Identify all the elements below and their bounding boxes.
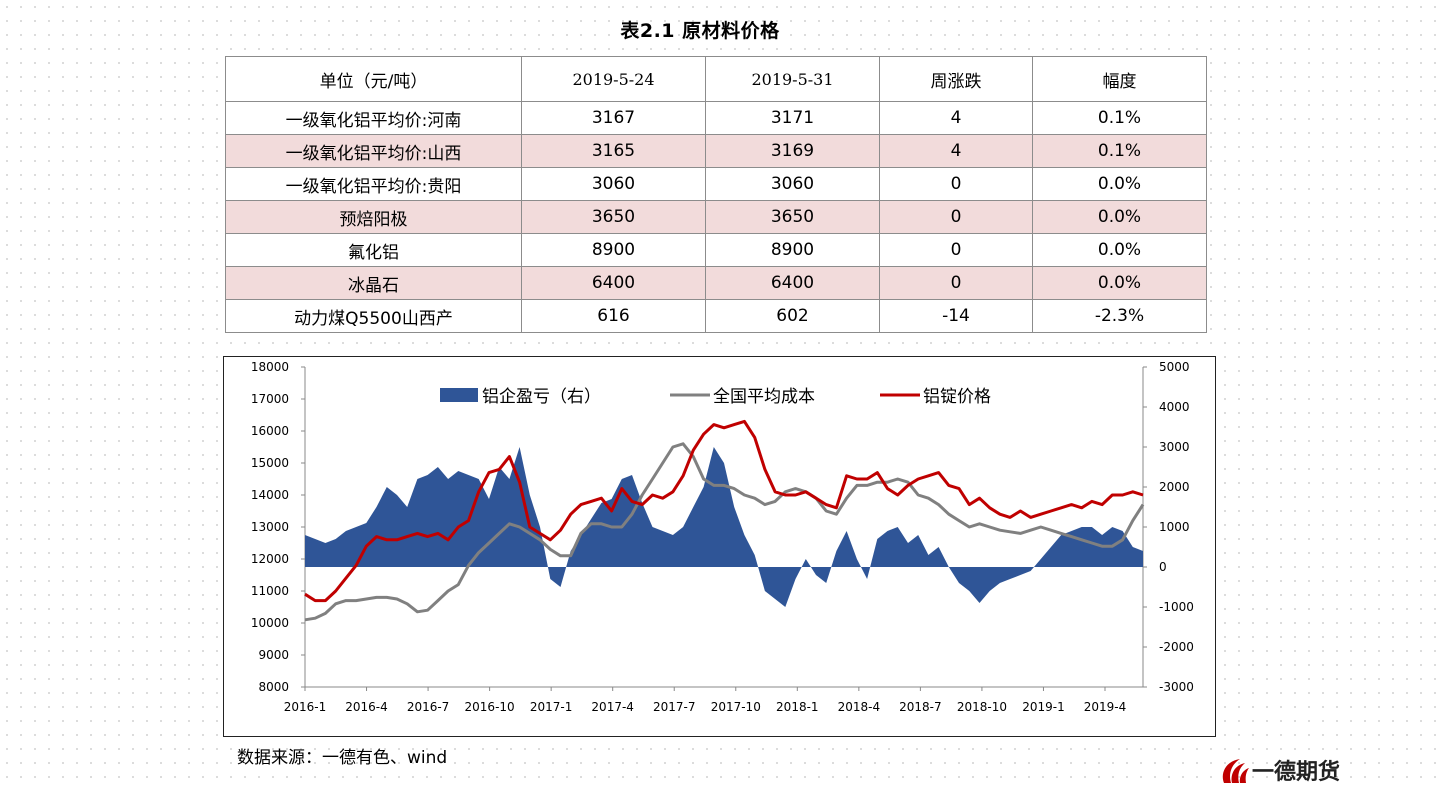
cell-price-2: 3060 bbox=[705, 167, 880, 201]
cell-price-2: 3171 bbox=[705, 101, 880, 135]
cell-price-1: 6400 bbox=[521, 266, 706, 300]
y-right-tick-label: -2000 bbox=[1159, 640, 1194, 654]
row-label: 氟化铝 bbox=[225, 233, 522, 267]
y-left-tick-label: 15000 bbox=[251, 456, 289, 470]
cell-pct: -2.3% bbox=[1032, 299, 1207, 333]
x-tick-label: 2018-10 bbox=[957, 700, 1007, 714]
chart-container: 18000 17000 16000 15000 14000 13000 12000 11000… bbox=[223, 356, 1216, 737]
x-tick-label: 2016-1 bbox=[284, 700, 327, 714]
cell-pct: 0.1% bbox=[1032, 134, 1207, 168]
row-label: 冰晶石 bbox=[225, 266, 522, 300]
logo-text: 一德期货 bbox=[1252, 759, 1340, 785]
y-left-tick-label: 17000 bbox=[251, 392, 289, 406]
header-weekly-change: 周涨跌 bbox=[879, 56, 1033, 102]
header-unit: 单位（元/吨） bbox=[225, 56, 522, 102]
profit-area-series bbox=[305, 447, 1143, 607]
cell-price-1: 8900 bbox=[521, 233, 706, 267]
row-label: 动力煤Q5500山西产 bbox=[225, 299, 522, 333]
cell-price-2: 6400 bbox=[705, 266, 880, 300]
table-header-row: 单位（元/吨） 2019-5-24 2019-5-31 周涨跌 幅度 bbox=[225, 56, 1207, 102]
x-tick-label: 2017-1 bbox=[530, 700, 573, 714]
cell-change: 0 bbox=[879, 200, 1033, 234]
source-note: 数据来源：一德有色、wind bbox=[237, 748, 448, 768]
legend-label: 铝锭价格 bbox=[923, 387, 991, 407]
y-left-tick-label: 16000 bbox=[251, 424, 289, 438]
cell-change: 0 bbox=[879, 167, 1033, 201]
row-label: 一级氧化铝平均价:河南 bbox=[225, 101, 522, 135]
cell-price-2: 3169 bbox=[705, 134, 880, 168]
x-tick-label: 2018-4 bbox=[838, 700, 881, 714]
chart-svg: 18000 17000 16000 15000 14000 13000 12000 11000… bbox=[251, 360, 1194, 714]
header-date-2: 2019-5-31 bbox=[705, 56, 880, 102]
table-title: 表2.1 原材料价格 bbox=[620, 20, 780, 42]
cell-change: 4 bbox=[879, 101, 1033, 135]
avg-cost-line-series bbox=[304, 442, 1145, 622]
cell-change: 0 bbox=[879, 266, 1033, 300]
y-left-tick-label: 14000 bbox=[251, 488, 289, 502]
cell-price-1: 3060 bbox=[521, 167, 706, 201]
table-row: 氟化铝 8900 8900 0 0.0% bbox=[225, 233, 1207, 267]
cell-price-2: 602 bbox=[705, 299, 880, 333]
row-label: 一级氧化铝平均价:贵阳 bbox=[225, 167, 522, 201]
cell-pct: 0.1% bbox=[1032, 101, 1207, 135]
table-row: 一级氧化铝平均价:山西 3165 3169 4 0.1% bbox=[225, 134, 1207, 168]
logo-mark bbox=[1222, 759, 1249, 783]
y-left-tick-label: 12000 bbox=[251, 552, 289, 566]
header-date-1: 2019-5-24 bbox=[521, 56, 706, 102]
company-logo: 一德期货 bbox=[1222, 759, 1340, 785]
cell-price-2: 8900 bbox=[705, 233, 880, 267]
cell-pct: 0.0% bbox=[1032, 266, 1207, 300]
x-tick-label: 2019-1 bbox=[1022, 700, 1065, 714]
legend-label: 全国平均成本 bbox=[713, 387, 815, 407]
y-left-tick-label: 8000 bbox=[258, 680, 289, 694]
table-row: 预焙阳极 3650 3650 0 0.0% bbox=[225, 200, 1207, 234]
y-right-tick-label: 4000 bbox=[1159, 400, 1190, 414]
table-row: 动力煤Q5500山西产 616 602 -14 -2.3% bbox=[225, 299, 1207, 333]
y-right-tick-label: 2000 bbox=[1159, 480, 1190, 494]
x-tick-label: 2017-7 bbox=[653, 700, 696, 714]
cell-price-1: 3167 bbox=[521, 101, 706, 135]
x-tick-label: 2017-10 bbox=[711, 700, 761, 714]
x-tick-label: 2018-7 bbox=[899, 700, 942, 714]
x-tick-label: 2016-4 bbox=[345, 700, 388, 714]
y-left-tick-label: 13000 bbox=[251, 520, 289, 534]
cell-change: 4 bbox=[879, 134, 1033, 168]
x-tick-label: 2019-4 bbox=[1084, 700, 1127, 714]
cell-price-1: 616 bbox=[521, 299, 706, 333]
y-right-tick-label: 1000 bbox=[1159, 520, 1190, 534]
y-right-tick-label: 3000 bbox=[1159, 440, 1190, 454]
table-row: 一级氧化铝平均价:贵阳 3060 3060 0 0.0% bbox=[225, 167, 1207, 201]
cell-change: 0 bbox=[879, 233, 1033, 267]
price-table: 单位（元/吨） 2019-5-24 2019-5-31 周涨跌 幅度 一级氧化铝… bbox=[225, 56, 1207, 333]
legend-label: 铝企盈亏（右） bbox=[482, 387, 601, 407]
cell-price-1: 3650 bbox=[521, 200, 706, 234]
y-left-tick-label: 11000 bbox=[251, 584, 289, 598]
y-left-tick-label: 18000 bbox=[251, 360, 289, 374]
row-label: 一级氧化铝平均价:山西 bbox=[225, 134, 522, 168]
y-right-tick-label: 5000 bbox=[1159, 360, 1190, 374]
row-label: 预焙阳极 bbox=[225, 200, 522, 234]
table-row: 一级氧化铝平均价:河南 3167 3171 4 0.1% bbox=[225, 101, 1207, 135]
x-tick-label: 2018-1 bbox=[776, 700, 819, 714]
legend-swatch bbox=[440, 388, 478, 402]
x-tick-label: 2017-4 bbox=[591, 700, 634, 714]
table-row: 冰晶石 6400 6400 0 0.0% bbox=[225, 266, 1207, 300]
cell-pct: 0.0% bbox=[1032, 200, 1207, 234]
cell-price-2: 3650 bbox=[705, 200, 880, 234]
cell-price-1: 3165 bbox=[521, 134, 706, 168]
y-left-tick-label: 9000 bbox=[258, 648, 289, 662]
x-tick-label: 2016-10 bbox=[465, 700, 515, 714]
y-right-tick-label: 0 bbox=[1159, 560, 1167, 574]
cell-pct: 0.0% bbox=[1032, 233, 1207, 267]
x-tick-label: 2016-7 bbox=[407, 700, 450, 714]
cell-change: -14 bbox=[879, 299, 1033, 333]
y-right-tick-label: -1000 bbox=[1159, 600, 1194, 614]
y-right-tick-label: -3000 bbox=[1159, 680, 1194, 694]
ingot-price-line-series bbox=[304, 419, 1144, 603]
header-change-pct: 幅度 bbox=[1032, 56, 1207, 102]
y-left-tick-label: 10000 bbox=[251, 616, 289, 630]
cell-pct: 0.0% bbox=[1032, 167, 1207, 201]
